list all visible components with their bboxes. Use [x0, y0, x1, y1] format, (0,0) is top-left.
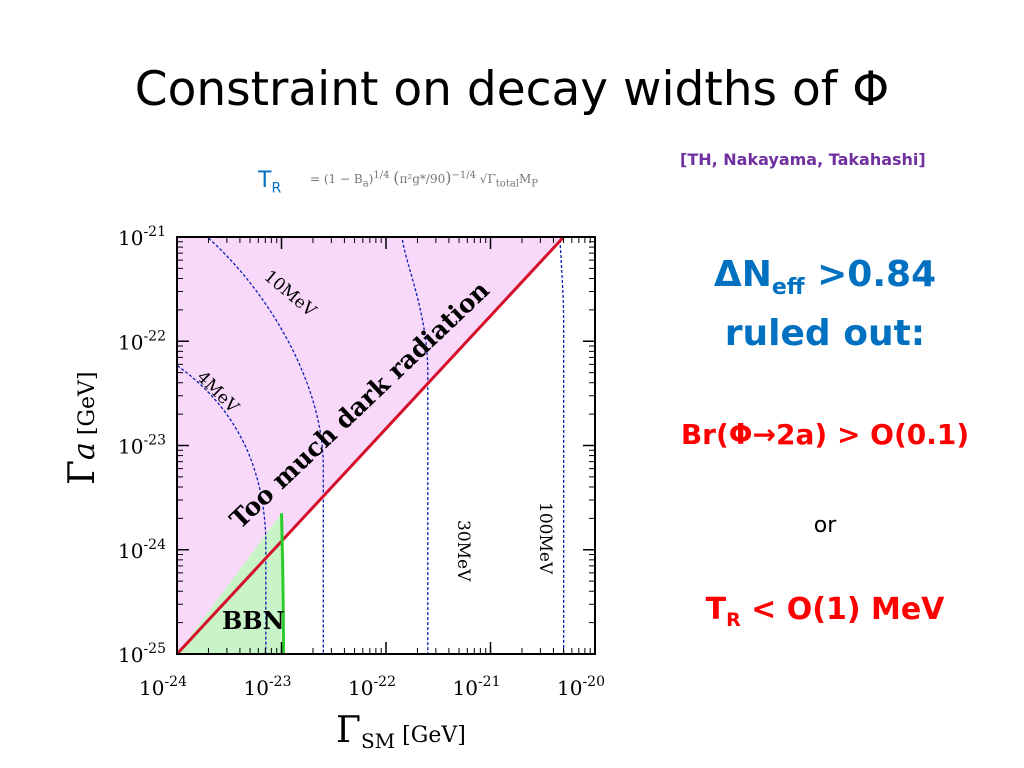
x-tick-label: 10-23: [244, 674, 292, 700]
temperature-contour: [559, 237, 565, 654]
y-axis-label-main: Γ: [62, 460, 103, 485]
formula-exp: −1/4: [451, 170, 476, 181]
bbn-region: [177, 513, 282, 654]
dark-radiation-boundary: [177, 237, 565, 654]
y-axis-label: Γa [GeV]: [62, 371, 103, 485]
formula-quarter: 1/4: [373, 170, 390, 181]
formula-eq: = (1 − B: [310, 172, 363, 186]
tr-rest: < O(1) MeV: [740, 592, 945, 627]
x-axis-label-sub: SM: [361, 729, 395, 753]
y-axis-label-sub: a: [67, 442, 102, 460]
x-tick-label: 10-20: [557, 674, 605, 700]
formula-frac-num: π²g*: [399, 172, 426, 186]
x-axis-label-unit: [GeV]: [395, 723, 466, 748]
neff-threshold: >0.84: [804, 254, 937, 295]
temperature-contour: [206, 237, 324, 654]
formula-a: a: [362, 178, 369, 190]
tr-main: T: [705, 592, 727, 627]
delta-n-text: ΔN: [713, 254, 772, 295]
temperature-contour: [177, 364, 267, 654]
x-axis-label-main: Γ: [336, 710, 361, 751]
tr-label: TR: [258, 168, 281, 196]
region-label-bbn: BBN: [222, 606, 285, 635]
contour-label: 30MeV: [453, 520, 473, 582]
formula-total: total: [495, 178, 519, 190]
y-tick-label: 10-25: [118, 641, 166, 667]
formula-frac-den: 90: [429, 172, 446, 186]
x-tick-label: 10-24: [139, 674, 187, 700]
bbn-boundary: [280, 513, 285, 654]
y-tick-label: 10-22: [118, 328, 166, 354]
reheating-temperature-statement: TR < O(1) MeV: [640, 592, 1010, 631]
eff-sub: eff: [771, 275, 805, 301]
x-tick-label: 10-22: [348, 674, 396, 700]
y-axis-label-unit: [GeV]: [75, 371, 100, 442]
formula-p: P: [531, 178, 539, 190]
y-tick-label: 10-24: [118, 537, 166, 563]
y-tick-label: 10-23: [118, 433, 166, 459]
formula-sqrt: √Γ: [479, 172, 496, 186]
slide-title: Constraint on decay widths of Φ: [134, 62, 890, 117]
tr-label-sub: R: [271, 180, 282, 197]
x-axis-label: ΓSM [GeV]: [336, 710, 466, 753]
formula-mp: M: [519, 172, 532, 186]
x-tick-label: 10-21: [453, 674, 501, 700]
contour-label: 100MeV: [535, 502, 555, 575]
reference-citation: [TH, Nakayama, Takahashi]: [680, 150, 926, 169]
tr-sub: R: [726, 609, 741, 631]
y-tick-label: 10-21: [118, 224, 166, 250]
or-text: or: [813, 513, 837, 538]
temperature-contour: [401, 237, 429, 654]
delta-neff-statement: ΔNeff >0.84 ruled out:: [640, 252, 1010, 357]
tr-label-main: T: [258, 168, 272, 193]
ruled-out-text: ruled out:: [724, 313, 926, 355]
branching-ratio-statement: Br(Φ→2a) > O(0.1): [680, 418, 970, 451]
reheating-formula: = (1 − Ba)1/4 (π²g*/90)−1/4 √ΓtotalMP: [310, 168, 539, 190]
